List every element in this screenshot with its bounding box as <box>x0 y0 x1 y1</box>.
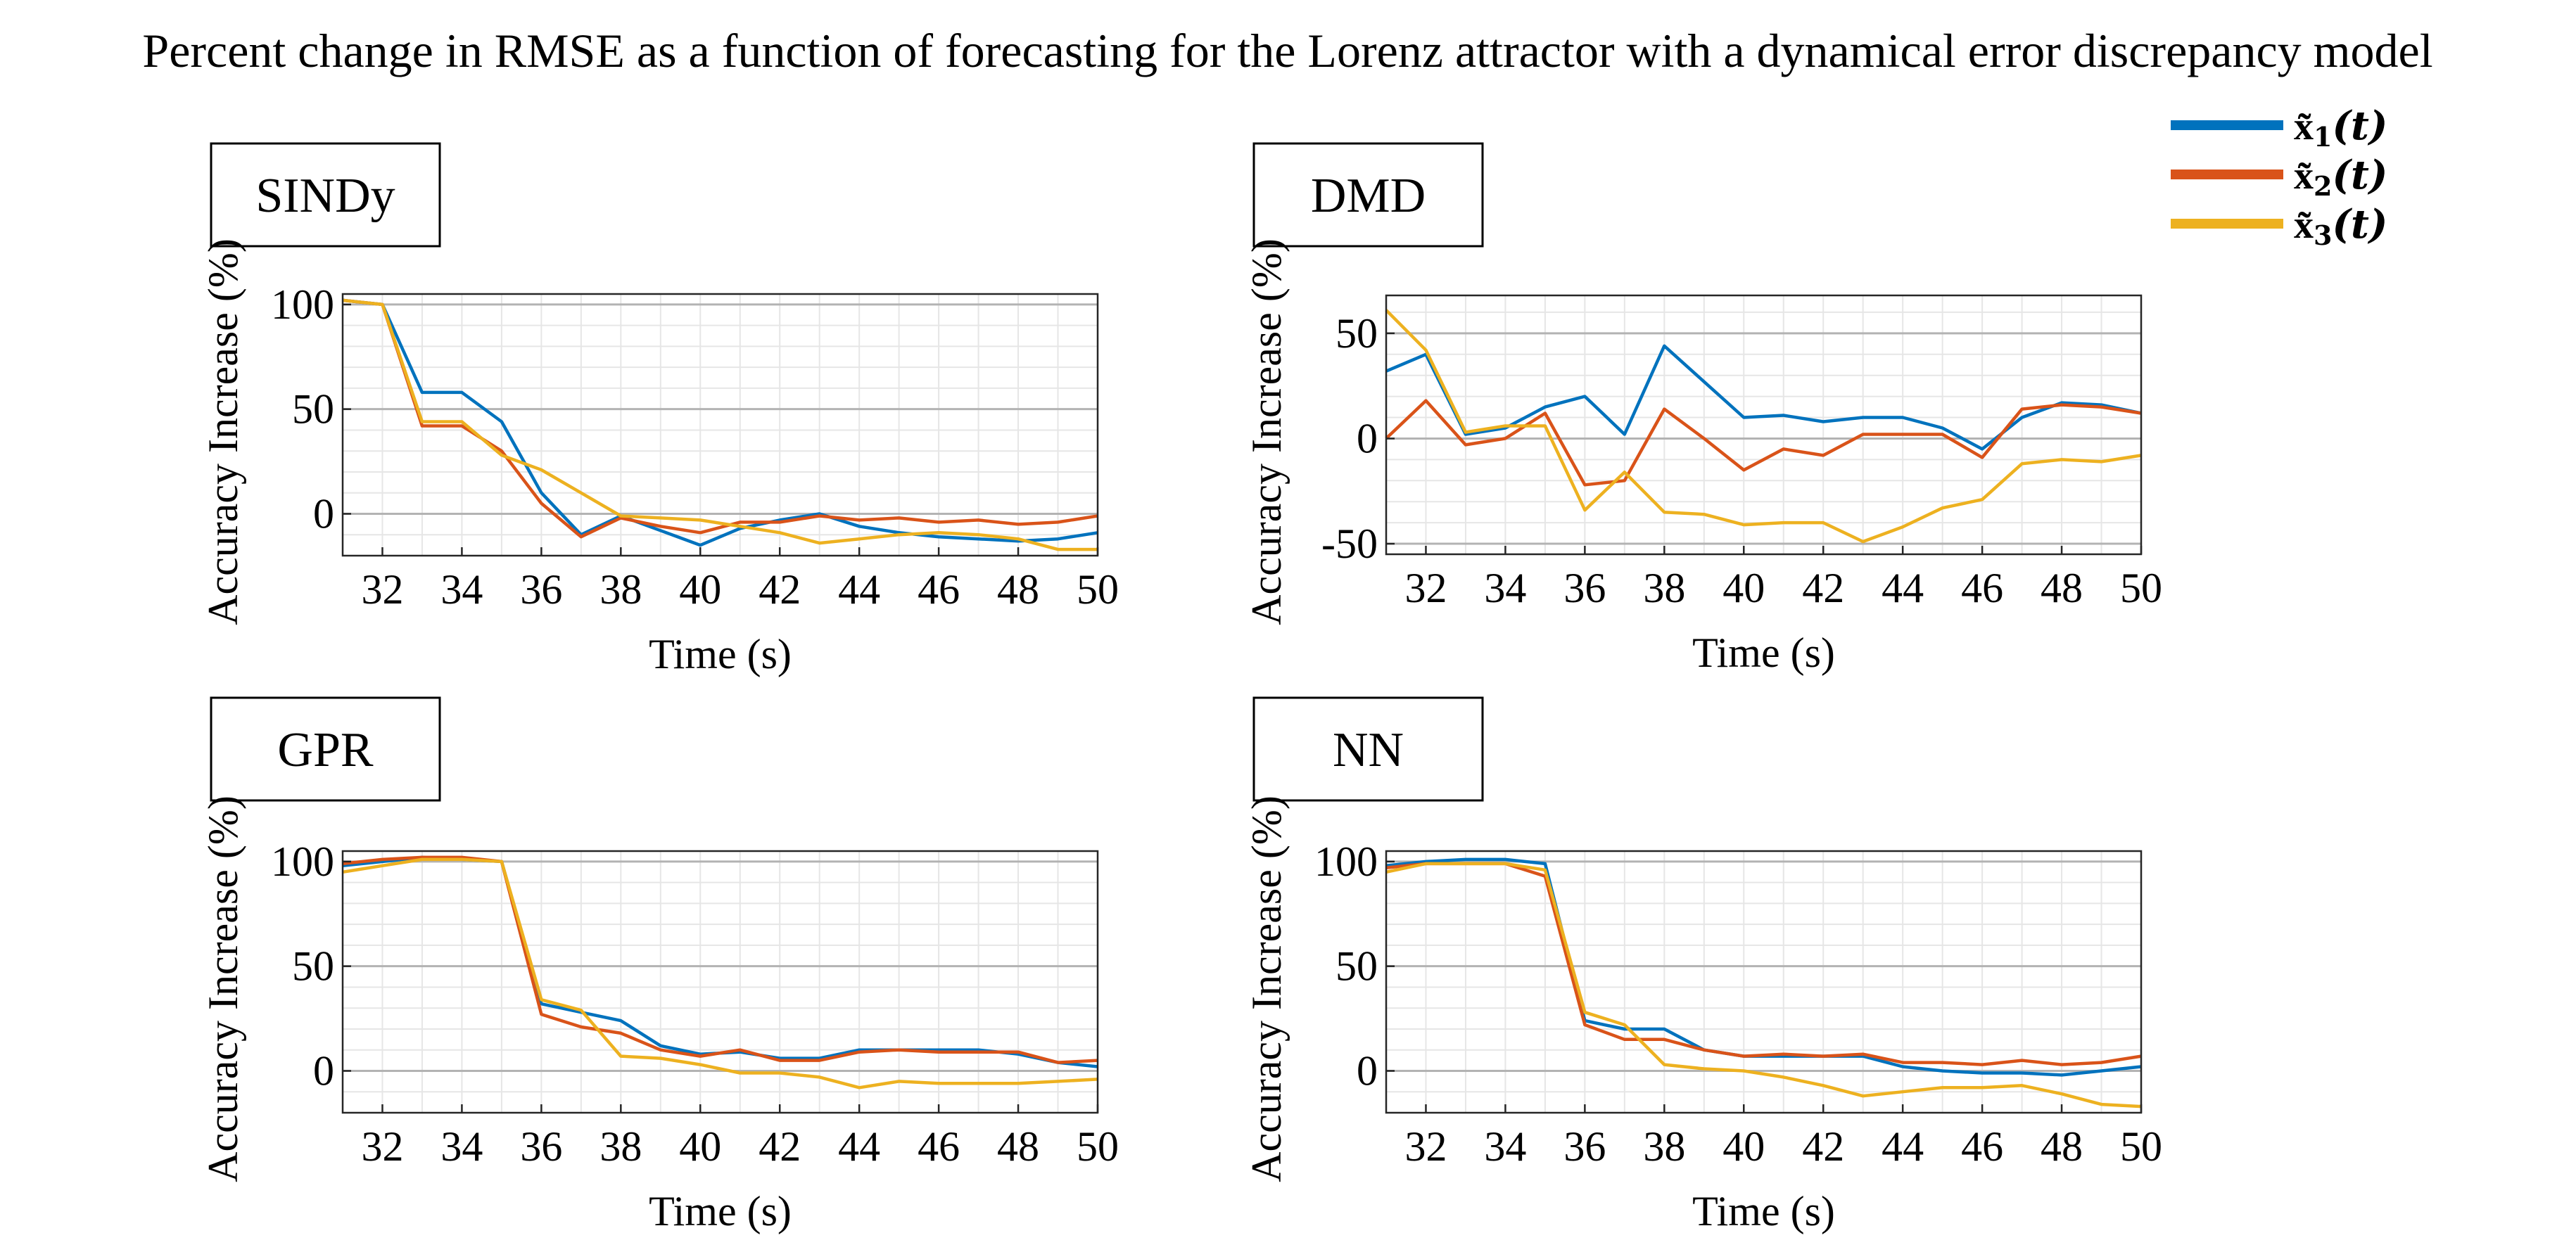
y-tick-label: 50 <box>292 386 334 433</box>
y-axis-label: Accuracy Increase (%) <box>200 796 246 1182</box>
panel-title: DMD <box>1311 169 1426 223</box>
x-tick-label: 34 <box>1484 565 1526 611</box>
x-tick-label: 38 <box>1643 1123 1685 1170</box>
x-tick-label: 34 <box>1484 1123 1526 1170</box>
x-tick-label: 34 <box>440 1123 483 1170</box>
panel-title-box <box>210 142 441 248</box>
x-tick-label: 42 <box>759 1123 801 1170</box>
y-tick-label: 100 <box>1314 838 1378 885</box>
axes-box <box>341 293 1099 557</box>
y-tick-label: -50 <box>1321 520 1378 567</box>
y-tick-label: 100 <box>271 281 334 328</box>
axes-background <box>343 851 1098 1113</box>
x-tick-label: 50 <box>2120 565 2162 611</box>
axes-box <box>1385 294 2143 556</box>
series-line-1 <box>342 298 1098 547</box>
y-axis-label: Accuracy Increase (%) <box>1243 796 1290 1182</box>
x-tick-label: 40 <box>1722 1123 1765 1170</box>
x-tick-label: 48 <box>2041 565 2083 611</box>
panel-title-box <box>210 696 441 802</box>
series-line-3 <box>1385 309 2142 544</box>
x-tick-label: 42 <box>1802 565 1844 611</box>
x-tick-label: 44 <box>1882 565 1924 611</box>
y-tick-label: 50 <box>1335 310 1378 357</box>
x-tick-label: 42 <box>759 566 801 613</box>
x-tick-label: 50 <box>1077 566 1119 613</box>
x-tick-label: 44 <box>838 1123 880 1170</box>
x-tick-label: 46 <box>1961 1123 2003 1170</box>
x-tick-label: 32 <box>361 566 403 613</box>
series-line-3 <box>1385 862 2142 1109</box>
axes-background <box>1386 851 2141 1113</box>
series-line-3 <box>342 298 1098 551</box>
legend: x̃1(t)x̃2(t)x̃3(t) <box>2171 103 2387 251</box>
figure-title: Percent change in RMSE as a function of … <box>142 24 2432 77</box>
x-tick-label: 50 <box>2120 1123 2162 1170</box>
series-line-2 <box>342 855 1098 1064</box>
x-tick-label: 38 <box>599 1123 642 1170</box>
x-tick-label: 36 <box>520 566 562 613</box>
panels: SINDy 32 34 36 38 40 42 44 46 48 50 0 50 100 Time (s) A… <box>200 142 2162 1234</box>
panel-dmd: DMD 32 34 36 38 40 42 44 46 48 50 -50 0 50 Time (s) Acc… <box>1243 142 2162 676</box>
x-tick-label: 44 <box>838 566 880 613</box>
x-tick-label: 36 <box>520 1123 562 1170</box>
y-tick-label: 0 <box>313 490 334 537</box>
x-tick-label: 46 <box>1961 565 2003 611</box>
series-line-2 <box>342 298 1098 539</box>
y-tick-label: 50 <box>1335 943 1378 990</box>
x-tick-label: 44 <box>1882 1123 1924 1170</box>
series-line-3 <box>342 857 1098 1090</box>
panel-title: NN <box>1333 723 1404 777</box>
panel-title: GPR <box>277 723 373 777</box>
y-tick-label: 100 <box>271 838 334 885</box>
x-axis-label: Time (s) <box>1692 630 1835 676</box>
x-tick-label: 36 <box>1563 565 1606 611</box>
panel-nn: NN 32 34 36 38 40 42 44 46 48 50 0 50 100 Time (s) Accu… <box>1243 696 2162 1234</box>
panel-sindy: SINDy 32 34 36 38 40 42 44 46 48 50 0 50 100 Time (s) A… <box>200 142 1119 677</box>
y-axis-label: Accuracy Increase (%) <box>200 238 246 625</box>
legend-label-2: x̃2(t) <box>2294 152 2387 202</box>
x-tick-label: 46 <box>918 1123 960 1170</box>
axes-box <box>1385 850 2143 1114</box>
panel-title-box <box>1252 696 1484 802</box>
x-tick-label: 38 <box>1643 565 1685 611</box>
x-tick-label: 34 <box>440 566 483 613</box>
y-tick-label: 0 <box>1357 415 1378 461</box>
x-tick-label: 48 <box>997 1123 1039 1170</box>
x-tick-label: 32 <box>361 1123 403 1170</box>
x-tick-label: 42 <box>1802 1123 1844 1170</box>
x-tick-label: 32 <box>1404 1123 1447 1170</box>
x-axis-label: Time (s) <box>1692 1188 1835 1234</box>
axes-background <box>343 294 1098 556</box>
x-tick-label: 50 <box>1077 1123 1119 1170</box>
x-tick-label: 32 <box>1404 565 1447 611</box>
x-tick-label: 40 <box>679 566 721 613</box>
y-axis-label: Accuracy Increase (%) <box>1243 238 1290 625</box>
series-line-2 <box>1385 399 2142 487</box>
x-tick-label: 40 <box>1722 565 1765 611</box>
x-tick-label: 36 <box>1563 1123 1606 1170</box>
x-tick-label: 48 <box>2041 1123 2083 1170</box>
y-tick-label: 0 <box>1357 1047 1378 1094</box>
panel-gpr: GPR 32 34 36 38 40 42 44 46 48 50 0 50 100 Time (s) Acc… <box>200 696 1119 1234</box>
y-tick-label: 50 <box>292 943 334 990</box>
x-tick-label: 38 <box>599 566 642 613</box>
panel-title-box <box>1252 142 1484 248</box>
x-tick-label: 48 <box>997 566 1039 613</box>
x-axis-label: Time (s) <box>649 631 792 677</box>
legend-label-1: x̃1(t) <box>2294 103 2387 153</box>
axes-box <box>341 850 1099 1114</box>
legend-label-3: x̃3(t) <box>2294 201 2387 251</box>
panel-title: SINDy <box>255 169 395 223</box>
x-tick-label: 46 <box>918 566 960 613</box>
y-tick-label: 0 <box>313 1047 334 1094</box>
x-axis-label: Time (s) <box>649 1188 792 1234</box>
x-tick-label: 40 <box>679 1123 721 1170</box>
